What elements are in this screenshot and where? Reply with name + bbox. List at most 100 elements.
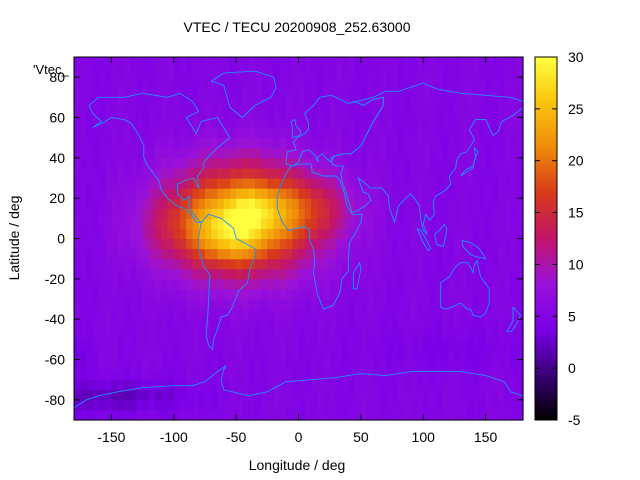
heatmap-cell xyxy=(155,198,162,209)
heatmap-cell xyxy=(236,147,243,159)
heatmap-cell xyxy=(317,117,325,129)
heatmap-cell xyxy=(410,157,418,169)
heatmap-cell xyxy=(92,67,100,78)
heatmap-cells xyxy=(74,57,524,421)
heatmap-cell xyxy=(335,409,343,421)
heatmap-cell xyxy=(323,359,331,371)
heatmap-cell xyxy=(167,399,175,411)
heatmap-cell xyxy=(117,87,125,98)
heatmap-cell xyxy=(198,268,206,280)
heatmap-cell xyxy=(479,157,487,169)
heatmap-cell xyxy=(360,299,368,310)
heatmap-cell xyxy=(473,198,480,209)
heatmap-cell xyxy=(454,369,462,381)
heatmap-cell xyxy=(105,349,113,361)
heatmap-cell xyxy=(204,379,212,391)
heatmap-cell xyxy=(348,178,356,189)
heatmap-cell xyxy=(267,137,275,149)
heatmap-cell xyxy=(123,409,131,421)
heatmap-cell xyxy=(204,178,212,189)
heatmap-cell xyxy=(186,228,194,240)
heatmap-cell xyxy=(416,157,424,169)
heatmap-cell xyxy=(123,288,131,300)
heatmap-cell xyxy=(273,117,281,129)
heatmap-cell xyxy=(242,399,250,411)
heatmap-cell xyxy=(335,278,343,290)
heatmap-cell xyxy=(236,188,243,199)
heatmap-cell xyxy=(292,137,300,149)
heatmap-cell xyxy=(229,77,237,88)
heatmap-cell xyxy=(211,157,219,169)
heatmap-cell xyxy=(167,248,175,260)
heatmap-cell xyxy=(292,288,300,300)
heatmap-cell xyxy=(161,77,169,88)
heatmap-cell xyxy=(435,97,443,109)
heatmap-cell xyxy=(105,178,113,189)
heatmap-cell xyxy=(80,339,88,351)
heatmap-cell xyxy=(86,97,94,109)
heatmap-cell xyxy=(74,309,81,320)
heatmap-cell xyxy=(223,309,231,320)
heatmap-cell xyxy=(448,238,456,250)
heatmap-cell xyxy=(379,57,387,68)
heatmap-cell xyxy=(317,57,325,68)
heatmap-cell xyxy=(510,349,518,361)
heatmap-cell xyxy=(80,389,88,401)
heatmap-cell xyxy=(485,218,493,230)
heatmap-cell xyxy=(516,218,524,230)
heatmap-cell xyxy=(385,157,393,169)
heatmap-cell xyxy=(392,288,399,300)
heatmap-cell xyxy=(229,147,237,159)
heatmap-cell xyxy=(167,369,175,381)
heatmap-cell xyxy=(292,409,300,421)
heatmap-cell xyxy=(310,389,318,401)
heatmap-cell xyxy=(404,137,412,149)
heatmap-cell xyxy=(460,278,468,290)
heatmap-cell xyxy=(198,107,206,119)
heatmap-cell xyxy=(211,349,219,361)
x-tick-label: -100 xyxy=(160,429,188,445)
heatmap-cell xyxy=(435,208,443,219)
heatmap-cell xyxy=(473,117,480,129)
heatmap-cell xyxy=(491,127,499,139)
heatmap-cell xyxy=(298,157,306,169)
heatmap-cell xyxy=(304,147,312,159)
heatmap-cell xyxy=(229,359,237,371)
heatmap-cell xyxy=(342,97,349,109)
heatmap-cell xyxy=(236,77,243,88)
heatmap-cell xyxy=(292,339,300,351)
heatmap-cell xyxy=(273,309,281,320)
heatmap-cell xyxy=(304,188,312,199)
heatmap-cell xyxy=(261,349,268,361)
heatmap-cell xyxy=(354,117,362,129)
heatmap-cell xyxy=(329,157,337,169)
heatmap-cell xyxy=(416,198,424,209)
heatmap-cell xyxy=(136,409,144,421)
heatmap-cell xyxy=(498,379,505,391)
heatmap-cell xyxy=(242,107,250,119)
heatmap-cell xyxy=(410,167,418,179)
heatmap-cell xyxy=(466,288,474,300)
heatmap-cell xyxy=(142,389,150,401)
heatmap-cell xyxy=(510,198,518,209)
heatmap-cell xyxy=(510,238,518,250)
heatmap-cell xyxy=(410,77,418,88)
heatmap-cell xyxy=(155,238,162,250)
heatmap-cell xyxy=(105,258,113,270)
heatmap-cell xyxy=(385,329,393,340)
heatmap-cell xyxy=(123,349,131,361)
heatmap-cell xyxy=(148,127,156,139)
heatmap-cell xyxy=(385,248,393,260)
heatmap-cell xyxy=(516,339,524,351)
heatmap-cell xyxy=(367,238,374,250)
heatmap-cell xyxy=(310,319,318,330)
heatmap-cell xyxy=(416,97,424,109)
heatmap-cell xyxy=(510,288,518,300)
heatmap-cell xyxy=(254,117,262,129)
heatmap-cell xyxy=(80,349,88,361)
heatmap-cell xyxy=(86,167,94,179)
heatmap-cell xyxy=(198,117,206,129)
heatmap-cell xyxy=(410,359,418,371)
heatmap-cell xyxy=(248,319,256,330)
heatmap-cell xyxy=(236,178,243,189)
